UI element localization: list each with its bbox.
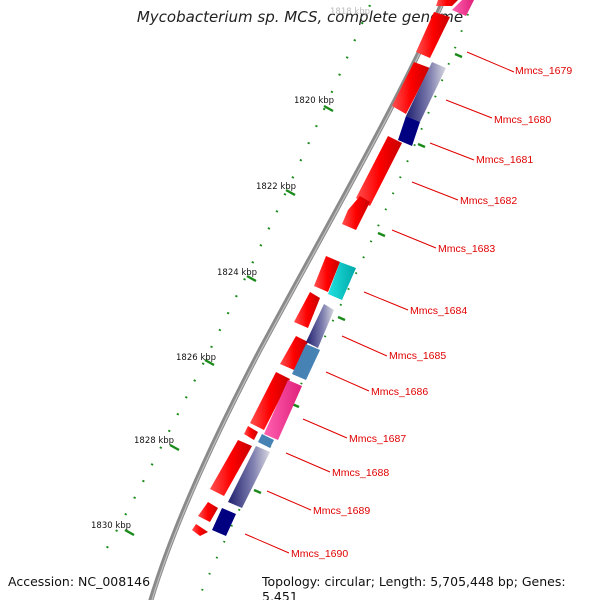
- forward-strand-genes: [192, 0, 458, 536]
- gene-arrow: [294, 292, 320, 328]
- gene-arrow: [192, 524, 208, 536]
- gene-block-slate: [306, 304, 334, 348]
- gene-label[interactable]: Mmcs_1686: [371, 386, 428, 398]
- major-tick: [285, 188, 296, 197]
- leader-line: [391, 229, 437, 249]
- leader-line: [244, 533, 290, 554]
- inner-tick: [253, 488, 262, 495]
- major-tick: [124, 528, 135, 537]
- gene-arrow: [342, 196, 370, 230]
- genome-title: Mycobacterium sp. MCS, complete genome: [136, 8, 464, 26]
- gene-block-dark-blue: [398, 116, 420, 146]
- gene-labels: Mmcs_1679 Mmcs_1680 Mmcs_1681 Mmcs_1682 …: [291, 65, 572, 560]
- gene-arrow: [392, 62, 430, 114]
- major-tick: [323, 104, 334, 113]
- gene-arrow: [250, 372, 290, 430]
- inner-tick: [417, 142, 426, 149]
- label-leaders: [244, 51, 515, 554]
- kbp-label: 1824 kbp: [217, 268, 257, 278]
- gene-label[interactable]: Mmcs_1689: [313, 505, 370, 517]
- leader-line: [429, 142, 475, 161]
- major-tick: [246, 274, 257, 283]
- gene-block-cyan: [328, 262, 356, 300]
- gene-block-steel-blue: [292, 344, 320, 380]
- gene-arrow: [244, 426, 258, 440]
- topology-text: Topology: circular; Length: 5,705,448 bp…: [262, 574, 566, 600]
- inner-minor-ticks: [199, 13, 469, 596]
- kbp-label: 1820 kbp: [294, 96, 334, 106]
- gene-arrow: [436, 0, 458, 6]
- leader-line: [445, 99, 493, 119]
- gene-label[interactable]: Mmcs_1688: [332, 467, 389, 479]
- gene-arrow: [280, 336, 308, 370]
- gene-label[interactable]: Mmcs_1680: [494, 114, 551, 126]
- gene-arrow: [210, 440, 252, 496]
- gene-arrow: [356, 136, 402, 206]
- gene-block-steel-blue: [258, 434, 274, 448]
- inner-tick-ring: [199, 13, 469, 596]
- scale-ring: 1818 kbp 1820 kbp 1822 kbp 1824 kbp 1826…: [91, 4, 372, 561]
- leader-line: [325, 371, 370, 392]
- leader-line: [266, 490, 312, 511]
- kbp-label: 1828 kbp: [134, 436, 174, 446]
- kbp-label: 1822 kbp: [256, 182, 296, 192]
- inner-tick: [454, 52, 463, 59]
- gene-arrow: [198, 502, 218, 522]
- gene-label[interactable]: Mmcs_1685: [389, 350, 446, 362]
- gene-block-slate: [406, 62, 446, 122]
- gene-block-slate: [228, 446, 270, 508]
- inner-tick: [337, 315, 346, 322]
- kbp-label: 1826 kbp: [176, 353, 216, 363]
- reverse-strand-genes: [212, 0, 474, 536]
- gene-label[interactable]: Mmcs_1687: [349, 433, 406, 445]
- leader-line: [411, 181, 459, 201]
- leader-line: [285, 452, 331, 473]
- accession-text: Accession: NC_008146: [8, 574, 151, 589]
- major-tick: [169, 443, 180, 452]
- leader-line: [466, 51, 515, 73]
- kbp-label: 1830 kbp: [91, 521, 131, 531]
- gene-label[interactable]: Mmcs_1681: [476, 154, 533, 166]
- gene-label[interactable]: Mmcs_1684: [410, 305, 467, 317]
- leader-line: [341, 335, 388, 357]
- gene-label[interactable]: Mmcs_1690: [291, 548, 348, 560]
- gene-label[interactable]: Mmcs_1679: [515, 65, 572, 77]
- leader-line: [302, 418, 348, 439]
- leader-line: [363, 291, 409, 311]
- gene-label[interactable]: Mmcs_1683: [438, 243, 495, 255]
- gene-block-magenta: [452, 0, 474, 16]
- major-tick: [204, 358, 215, 367]
- gene-arrow: [416, 12, 450, 58]
- gene-block-magenta: [264, 380, 302, 440]
- gene-label[interactable]: Mmcs_1682: [460, 195, 517, 207]
- gene-block-dark-blue: [212, 508, 236, 536]
- kbp-label-faded: 1818 kbp: [330, 7, 370, 17]
- gene-arrow: [314, 256, 340, 292]
- inner-tick: [377, 231, 386, 238]
